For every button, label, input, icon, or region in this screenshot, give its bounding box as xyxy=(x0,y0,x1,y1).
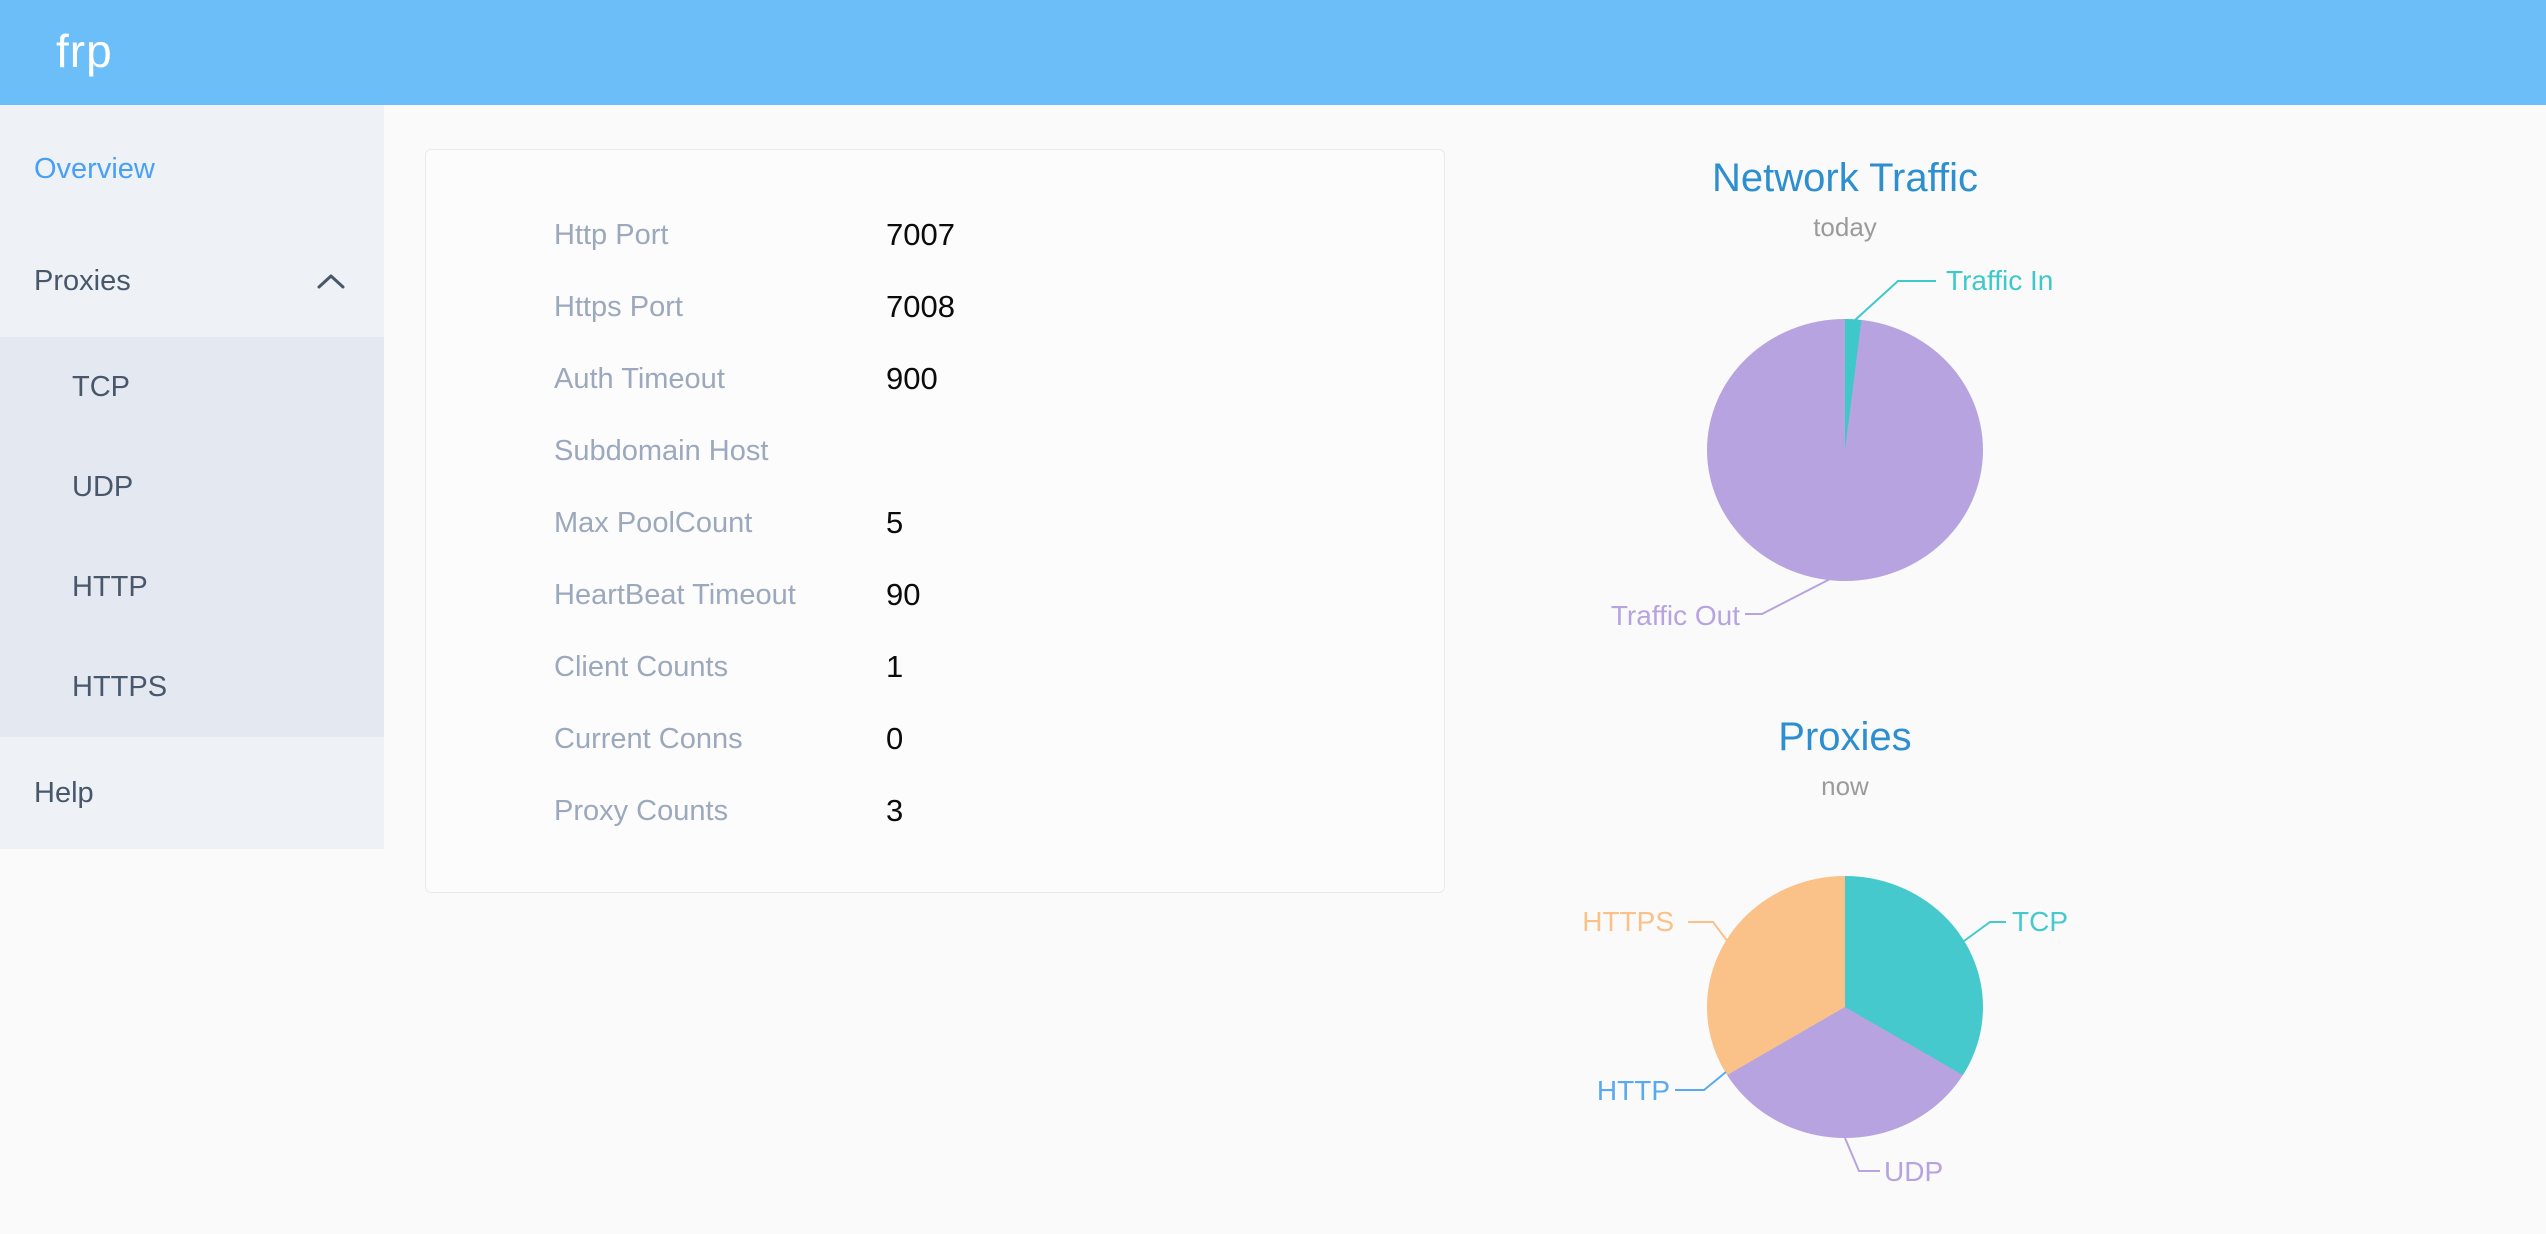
udp-leader-line xyxy=(1844,1137,1880,1172)
info-label: Client Counts xyxy=(554,650,729,683)
sidebar-item-overview[interactable]: Overview xyxy=(0,113,384,225)
sidebar-item-https-label: HTTPS xyxy=(72,670,168,703)
sidebar-item-http[interactable]: HTTP xyxy=(0,537,384,637)
sidebar-item-help[interactable]: Help xyxy=(0,737,384,849)
info-row: Client Counts 1 xyxy=(426,631,1444,703)
info-label: Max PoolCount xyxy=(554,506,753,539)
sidebar-item-overview-label: Overview xyxy=(34,152,155,185)
info-value: 900 xyxy=(886,361,938,396)
sidebar-item-udp-label: UDP xyxy=(72,470,134,503)
sidebar-item-proxies-label: Proxies xyxy=(34,264,131,297)
network-traffic-title: Network Traffic xyxy=(1712,156,1978,200)
tcp-leader-line xyxy=(1963,921,2006,942)
info-value: 7007 xyxy=(886,217,955,252)
pie-label-https: HTTPS xyxy=(1582,906,1674,937)
info-value: 0 xyxy=(886,721,904,756)
http-leader-line xyxy=(1675,1071,1727,1091)
info-label: Current Conns xyxy=(554,722,743,755)
proxies-submenu: TCP UDP HTTP HTTPS xyxy=(0,337,384,737)
info-label: Https Port xyxy=(554,290,683,323)
sidebar: Overview Proxies TCP UDP HTTP HTTPS Help xyxy=(0,105,384,849)
info-row: Https Port 7008 xyxy=(426,271,1444,343)
info-label: HeartBeat Timeout xyxy=(554,578,796,611)
traffic-out-leader-line xyxy=(1745,577,1833,615)
pie-label-traffic-in: Traffic In xyxy=(1946,265,2054,296)
pie-label-udp: UDP xyxy=(1884,1156,1944,1187)
pie-label-tcp: TCP xyxy=(2012,906,2068,937)
pie-label-http: HTTP xyxy=(1596,1075,1670,1106)
network-traffic-pie[interactable] xyxy=(1707,319,1983,581)
network-traffic-subtitle: today xyxy=(1813,212,1877,242)
info-row: Current Conns 0 xyxy=(426,703,1444,775)
sidebar-item-udp[interactable]: UDP xyxy=(0,437,384,537)
proxies-subtitle: now xyxy=(1821,771,1869,801)
info-value: 90 xyxy=(886,577,921,612)
chevron-up-icon xyxy=(317,274,345,289)
sidebar-item-tcp[interactable]: TCP xyxy=(0,337,384,437)
server-info-card: Http Port 7007 Https Port 7008 Auth Timeou… xyxy=(425,149,1445,893)
info-value: 3 xyxy=(886,793,904,828)
traffic-in-leader-line xyxy=(1853,280,1936,322)
proxies-title: Proxies xyxy=(1778,715,1912,759)
info-row: Max PoolCount 5 xyxy=(426,487,1444,559)
sidebar-item-https[interactable]: HTTPS xyxy=(0,637,384,737)
info-label: Http Port xyxy=(554,218,669,251)
info-label: Subdomain Host xyxy=(554,434,769,467)
info-label: Proxy Counts xyxy=(554,794,729,827)
sidebar-item-help-label: Help xyxy=(34,776,94,809)
proxies-pie[interactable] xyxy=(1707,876,1983,1138)
sidebar-item-tcp-label: TCP xyxy=(72,370,130,403)
https-leader-line xyxy=(1688,921,1729,943)
info-row: HeartBeat Timeout 90 xyxy=(426,559,1444,631)
info-value: 7008 xyxy=(886,289,955,324)
sidebar-item-proxies[interactable]: Proxies xyxy=(0,225,384,337)
info-row: Http Port 7007 xyxy=(426,199,1444,271)
info-value: 5 xyxy=(886,505,904,540)
info-row: Auth Timeout 900 xyxy=(426,343,1444,415)
pie-label-traffic-out: Traffic Out xyxy=(1610,600,1740,631)
app-header: frp xyxy=(0,0,2546,105)
info-label: Auth Timeout xyxy=(554,362,725,395)
info-value: 1 xyxy=(886,649,904,684)
info-row: Subdomain Host xyxy=(426,415,1444,487)
app-logo: frp xyxy=(56,25,113,77)
info-row: Proxy Counts 3 xyxy=(426,775,1444,847)
sidebar-item-http-label: HTTP xyxy=(72,570,148,603)
